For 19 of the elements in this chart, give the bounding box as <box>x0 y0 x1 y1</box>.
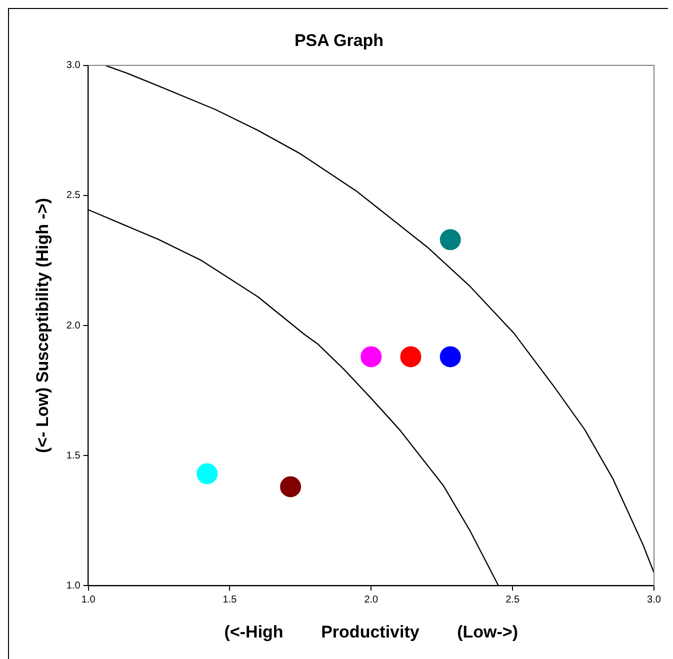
x-tick-label: 3.0 <box>647 594 662 606</box>
y-tick-label: 1.0 <box>66 580 81 592</box>
point <box>440 346 461 368</box>
point <box>360 346 382 368</box>
y-axis-title: (<- Low) Susceptibility (High ->) <box>32 198 52 453</box>
y-tick-label: 1.5 <box>66 450 81 462</box>
y-tick-label: 2.5 <box>66 190 81 202</box>
y-tick-label: 2.0 <box>66 320 81 332</box>
x-tick-label: 1.0 <box>81 594 96 606</box>
point <box>400 346 422 368</box>
x-axis-title: (<-High Productivity (Low->) <box>224 622 518 642</box>
point <box>196 463 218 484</box>
point <box>280 476 302 498</box>
y-tick-label: 3.0 <box>66 60 81 72</box>
x-tick-label: 2.5 <box>506 594 520 606</box>
point <box>440 229 461 250</box>
x-tick-label: 1.5 <box>222 594 238 606</box>
chart-title: PSA Graph <box>294 30 384 50</box>
x-tick-label: 2.0 <box>364 594 379 606</box>
